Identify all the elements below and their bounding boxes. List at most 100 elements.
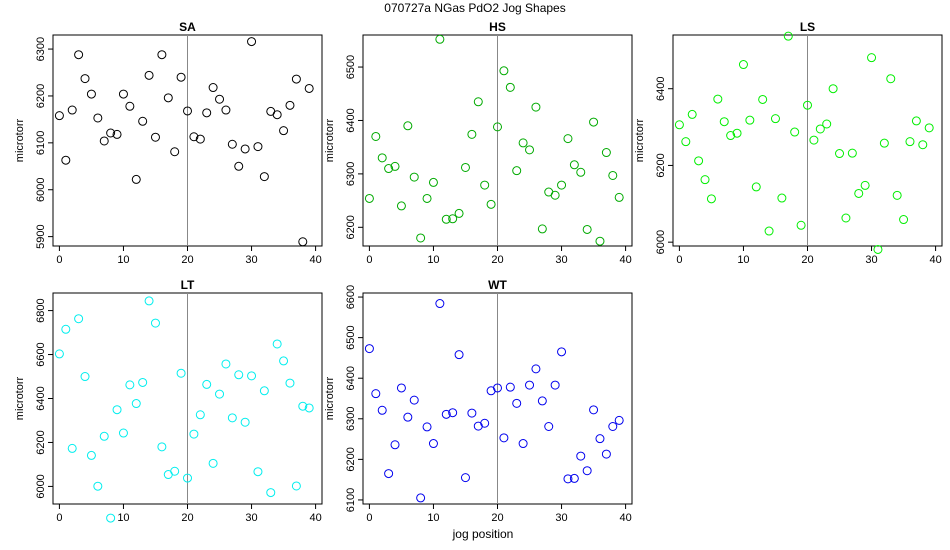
- data-point: [531, 364, 541, 374]
- data-point: [835, 149, 845, 159]
- data-point: [713, 94, 723, 104]
- data-point: [371, 389, 381, 399]
- data-point: [170, 466, 180, 476]
- data-point: [486, 199, 496, 209]
- data-point: [422, 193, 432, 203]
- data-point: [54, 111, 64, 121]
- x-tick-label: 30: [245, 254, 257, 266]
- data-point: [582, 466, 592, 476]
- x-tick-label: 30: [865, 254, 877, 266]
- y-tick-label: 6400: [345, 108, 357, 132]
- data-point: [163, 93, 173, 103]
- y-tick-label: 6300: [345, 162, 357, 186]
- data-point: [304, 403, 314, 413]
- data-point: [291, 74, 301, 84]
- data-point: [150, 318, 160, 328]
- data-point: [298, 401, 308, 411]
- data-point: [681, 137, 691, 147]
- data-point: [144, 70, 154, 80]
- y-tick-label: 6000: [35, 474, 47, 498]
- data-point: [266, 488, 276, 498]
- panel-wt: WT 0 10 20 30 40 6100 6200 6300 6400 6500 6600 micro…: [324, 278, 633, 524]
- data-point: [112, 405, 122, 415]
- data-point: [61, 324, 71, 334]
- data-point: [61, 155, 71, 165]
- data-point: [176, 72, 186, 82]
- data-point: [291, 481, 301, 491]
- y-tick-label: 6200: [345, 215, 357, 239]
- data-point: [67, 105, 77, 115]
- data-point: [505, 382, 515, 392]
- x-tick-label: 40: [309, 512, 321, 524]
- data-point: [448, 214, 458, 224]
- data-point: [473, 97, 483, 107]
- data-point: [441, 214, 451, 224]
- data-point: [118, 428, 128, 438]
- data-point: [518, 138, 528, 148]
- data-point: [608, 421, 618, 431]
- data-point: [396, 383, 406, 393]
- data-point: [253, 142, 263, 152]
- data-point: [480, 180, 490, 190]
- data-point: [240, 417, 250, 427]
- data-point: [112, 129, 122, 139]
- data-point: [176, 368, 186, 378]
- data-point: [125, 380, 135, 390]
- x-tick-label: 40: [309, 254, 321, 266]
- panel-title: LS: [800, 20, 815, 34]
- data-point: [227, 413, 237, 423]
- data-point: [758, 94, 768, 104]
- data-point: [576, 167, 586, 177]
- data-point: [796, 220, 806, 230]
- data-point: [183, 106, 192, 116]
- data-point: [390, 161, 400, 171]
- x-tick-label: 30: [555, 512, 567, 524]
- data-point: [589, 405, 599, 415]
- x-tick-label: 10: [737, 254, 749, 266]
- data-point: [706, 194, 716, 204]
- y-tick-label: 6400: [345, 366, 357, 390]
- y-tick-label: 6200: [35, 430, 47, 454]
- data-point: [189, 429, 199, 439]
- x-tick-label: 10: [427, 512, 439, 524]
- data-point: [279, 356, 289, 366]
- data-point: [298, 237, 308, 247]
- x-tick-label: 0: [676, 254, 682, 266]
- data-point: [215, 389, 225, 399]
- data-point: [304, 83, 314, 93]
- data-point: [544, 421, 554, 431]
- data-point: [525, 145, 535, 155]
- x-tick-label: 30: [245, 512, 257, 524]
- data-point: [138, 116, 148, 126]
- data-point: [614, 415, 624, 425]
- x-tick-label: 20: [181, 512, 193, 524]
- data-point: [569, 160, 579, 170]
- data-point: [208, 83, 218, 93]
- data-point: [738, 60, 748, 70]
- data-point: [854, 188, 864, 198]
- data-point: [74, 314, 84, 324]
- x-tick-label: 10: [427, 254, 439, 266]
- y-tick-label: 6300: [35, 37, 47, 61]
- data-point: [550, 190, 560, 200]
- data-point: [911, 116, 921, 126]
- figure-xlabel: jog position: [452, 527, 514, 541]
- x-tick-label: 30: [555, 254, 567, 266]
- data-point: [847, 148, 857, 158]
- data-point: [879, 138, 889, 148]
- data-point: [215, 94, 225, 104]
- data-point: [285, 378, 295, 388]
- data-point: [460, 162, 470, 172]
- data-point: [841, 213, 851, 223]
- data-point: [93, 481, 103, 491]
- data-point: [745, 115, 755, 125]
- data-point: [687, 109, 697, 119]
- y-axis-label: microtorr: [324, 376, 336, 420]
- data-point: [435, 34, 445, 44]
- data-point: [409, 395, 419, 405]
- data-point: [460, 473, 470, 483]
- data-point: [99, 136, 109, 146]
- data-point: [377, 405, 387, 415]
- x-tick-label: 0: [366, 254, 372, 266]
- data-point: [384, 469, 394, 479]
